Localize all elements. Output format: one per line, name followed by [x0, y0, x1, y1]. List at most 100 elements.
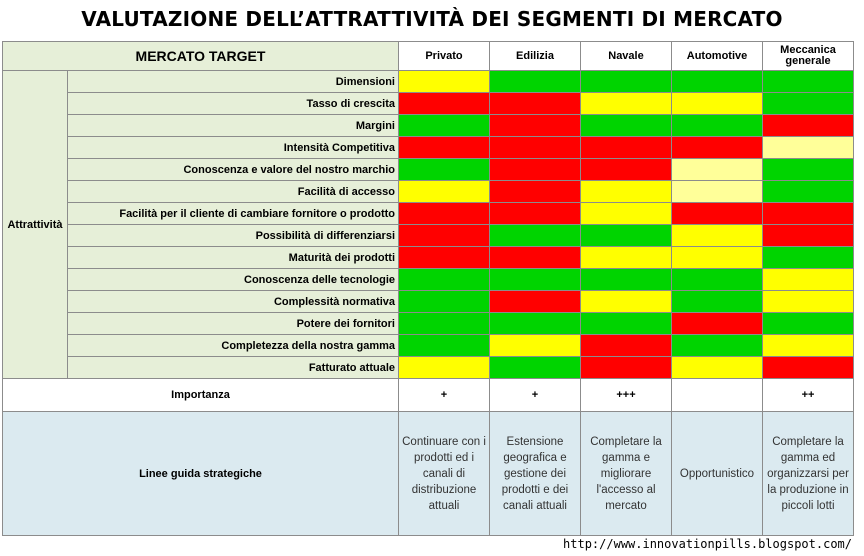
- criterion-label: Conoscenza delle tecnologie: [67, 268, 399, 291]
- criterion-label: Facilità per il cliente di cambiare forn…: [67, 202, 399, 225]
- rating-cell-red: [762, 202, 854, 225]
- criterion-row: Fatturato attuale: [3, 356, 854, 379]
- rating-cell-green: [489, 312, 581, 335]
- rating-cell-green: [762, 180, 854, 203]
- rating-cell-yellow: [580, 246, 672, 269]
- rating-cell-green: [398, 268, 490, 291]
- rating-cell-yellow: [762, 268, 854, 291]
- rating-cell-green: [489, 268, 581, 291]
- criterion-row: Intensità Competitiva: [3, 136, 854, 159]
- attractiveness-label: Attrattività: [2, 70, 68, 379]
- rating-cell-red: [671, 202, 763, 225]
- importance-row: Importanza + + +++ ++: [2, 378, 854, 412]
- rating-cell-yellow: [762, 290, 854, 313]
- criterion-row: Maturità dei prodotti: [3, 246, 854, 269]
- rating-cell-green: [762, 312, 854, 335]
- rating-cell-red: [398, 224, 490, 247]
- rating-cell-red: [762, 356, 854, 379]
- criterion-row: Complessità normativa: [3, 290, 854, 313]
- rating-cell-red: [489, 290, 581, 313]
- rating-cell-yellow: [671, 224, 763, 247]
- rating-cell-lightyellow: [671, 180, 763, 203]
- criterion-label: Maturità dei prodotti: [67, 246, 399, 269]
- rating-cell-green: [398, 334, 490, 357]
- column-header-navale: Navale: [580, 41, 672, 71]
- rating-cell-yellow: [398, 356, 490, 379]
- criterion-label: Completezza della nostra gamma: [67, 334, 399, 357]
- criterion-label: Intensità Competitiva: [67, 136, 399, 159]
- criterion-row: Margini: [3, 114, 854, 137]
- rating-cell-yellow: [671, 92, 763, 115]
- rating-cell-green: [580, 312, 672, 335]
- rating-cell-red: [489, 92, 581, 115]
- rating-cell-red: [580, 158, 672, 181]
- criterion-row: Attrattività Dimensioni: [2, 70, 854, 379]
- rating-cell-red: [489, 136, 581, 159]
- rating-cell-green: [762, 158, 854, 181]
- rating-cell-yellow: [398, 70, 490, 93]
- column-header-privato: Privato: [398, 41, 490, 71]
- guideline-text: Completare la gamma e migliorare l'acces…: [580, 411, 672, 536]
- rating-cell-lightyellow: [762, 136, 854, 159]
- source-url: http://www.innovationpills.blogspot.com/: [563, 537, 852, 551]
- rating-cell-red: [580, 356, 672, 379]
- importance-label: Importanza: [2, 378, 399, 412]
- guideline-text: Completare la gamma ed organizzarsi per …: [762, 411, 854, 536]
- criterion-row: Potere dei fornitori: [3, 312, 854, 335]
- rating-cell-lightyellow: [671, 158, 763, 181]
- guidelines-label: Linee guida strategiche: [2, 411, 399, 536]
- rating-cell-red: [489, 202, 581, 225]
- criteria-body: Attrattività Dimensioni Tasso di crescita M…: [2, 70, 854, 379]
- rating-cell-green: [671, 114, 763, 137]
- importance-value: [671, 378, 763, 412]
- rating-cell-yellow: [580, 202, 672, 225]
- rating-cell-green: [489, 224, 581, 247]
- rating-cell-yellow: [489, 334, 581, 357]
- rating-cell-yellow: [580, 92, 672, 115]
- criterion-label: Conoscenza e valore del nostro marchio: [67, 158, 399, 181]
- rating-cell-yellow: [580, 180, 672, 203]
- rating-cell-green: [762, 92, 854, 115]
- rating-cell-red: [398, 92, 490, 115]
- rating-cell-red: [580, 136, 672, 159]
- rating-cell-yellow: [671, 356, 763, 379]
- criterion-label: Facilità di accesso: [67, 180, 399, 203]
- criterion-label: Possibilità di differenziarsi: [67, 224, 399, 247]
- rating-cell-green: [580, 224, 672, 247]
- rating-cell-red: [489, 114, 581, 137]
- guideline-text: Estensione geografica e gestione dei pro…: [489, 411, 581, 536]
- rating-cell-green: [580, 268, 672, 291]
- rating-cell-red: [671, 136, 763, 159]
- criterion-row: Possibilità di differenziarsi: [3, 224, 854, 247]
- rating-cell-green: [580, 70, 672, 93]
- rating-cell-green: [398, 290, 490, 313]
- criterion-label: Potere dei fornitori: [67, 312, 399, 335]
- rating-cell-green: [762, 246, 854, 269]
- market-target-header: MERCATO TARGET: [2, 41, 399, 71]
- rating-cell-green: [398, 312, 490, 335]
- guidelines-row: Linee guida strategiche Continuare con i…: [2, 411, 854, 536]
- rating-cell-green: [489, 356, 581, 379]
- criterion-row: Facilità per il cliente di cambiare forn…: [3, 202, 854, 225]
- criterion-row: Conoscenza delle tecnologie: [3, 268, 854, 291]
- importance-value: ++: [762, 378, 854, 412]
- criterion-row: Completezza della nostra gamma: [3, 334, 854, 357]
- rating-cell-green: [671, 70, 763, 93]
- rating-cell-green: [762, 70, 854, 93]
- rating-cell-red: [489, 180, 581, 203]
- criterion-label: Complessità normativa: [67, 290, 399, 313]
- rating-cell-yellow: [580, 290, 672, 313]
- rating-cell-red: [580, 334, 672, 357]
- importance-value: +++: [580, 378, 672, 412]
- column-header-automotive: Automotive: [671, 41, 763, 71]
- column-header-edilizia: Edilizia: [489, 41, 581, 71]
- rating-cell-red: [489, 158, 581, 181]
- page-title: VALUTAZIONE DELL’ATTRATTIVITÀ DEI SEGMEN…: [81, 7, 783, 31]
- criterion-row: Facilità di accesso: [3, 180, 854, 203]
- rating-cell-red: [762, 224, 854, 247]
- rating-cell-red: [489, 246, 581, 269]
- rating-cell-red: [398, 202, 490, 225]
- rating-cell-red: [762, 114, 854, 137]
- rating-cell-red: [398, 246, 490, 269]
- criterion-label: Tasso di crescita: [67, 92, 399, 115]
